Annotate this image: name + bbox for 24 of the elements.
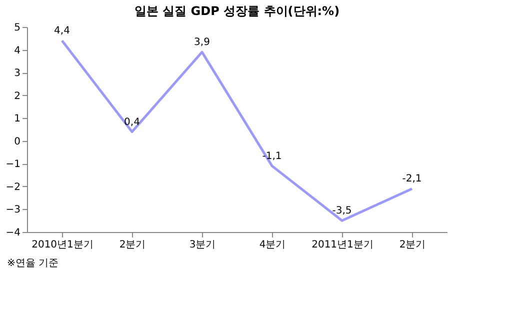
y-tick-label: −3 — [6, 204, 20, 216]
data-label: -1,1 — [262, 150, 282, 162]
data-label: -3,5 — [332, 206, 352, 217]
y-tick-label: 4 — [14, 45, 20, 56]
x-tick-label: 2010년1분기 — [32, 240, 94, 250]
x-tick-label: 2011년1분기 — [312, 240, 374, 250]
y-tick-label: −4 — [6, 228, 20, 238]
x-tick-label: 3분기 — [189, 240, 216, 250]
data-label: 0,4 — [124, 116, 140, 128]
y-tick-label: 2 — [14, 90, 20, 102]
data-label: 3,9 — [194, 37, 210, 48]
data-label: -2,1 — [402, 174, 422, 185]
x-tick-label: 2분기 — [119, 240, 146, 250]
y-tick-label: 3 — [14, 68, 20, 80]
data-label: 4,4 — [54, 26, 70, 37]
x-tick-label: 2분기 — [399, 240, 426, 250]
y-tick-label: 5 — [14, 22, 20, 34]
y-tick-label: −2 — [6, 182, 20, 193]
y-tick-label: 0 — [14, 136, 20, 148]
text: ※연율 기준 — [7, 258, 59, 269]
x-tick-label: 4분기 — [259, 240, 286, 250]
y-tick-label: −1 — [6, 159, 20, 170]
chart-title: 일본 실질 GDP 성장률 추이(단위:%) — [134, 4, 340, 18]
y-tick-label: 1 — [14, 114, 20, 125]
